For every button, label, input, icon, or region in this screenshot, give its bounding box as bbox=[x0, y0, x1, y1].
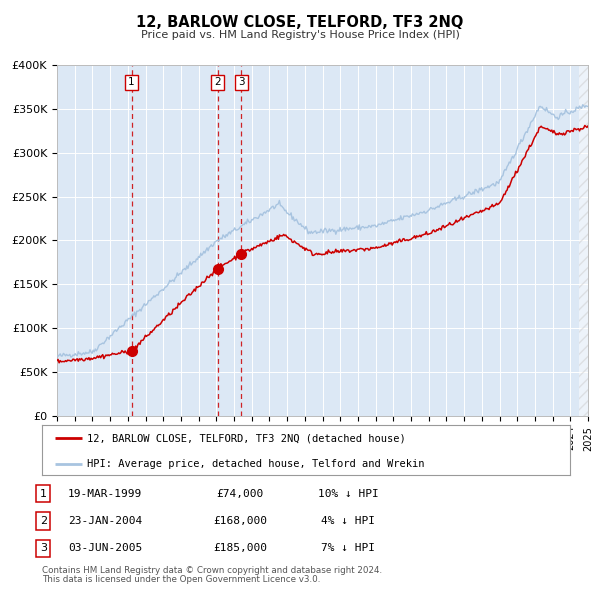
Text: Contains HM Land Registry data © Crown copyright and database right 2024.: Contains HM Land Registry data © Crown c… bbox=[42, 566, 382, 575]
Text: 03-JUN-2005: 03-JUN-2005 bbox=[68, 543, 142, 553]
Text: 2: 2 bbox=[214, 77, 221, 87]
Text: 10% ↓ HPI: 10% ↓ HPI bbox=[317, 489, 379, 499]
Text: 1: 1 bbox=[128, 77, 135, 87]
Text: £168,000: £168,000 bbox=[213, 516, 267, 526]
Text: £74,000: £74,000 bbox=[217, 489, 263, 499]
Text: This data is licensed under the Open Government Licence v3.0.: This data is licensed under the Open Gov… bbox=[42, 575, 320, 584]
Bar bbox=[579, 65, 588, 416]
Text: 2: 2 bbox=[40, 516, 47, 526]
Text: HPI: Average price, detached house, Telford and Wrekin: HPI: Average price, detached house, Telf… bbox=[87, 459, 424, 469]
Text: 1: 1 bbox=[40, 489, 47, 499]
Text: 7% ↓ HPI: 7% ↓ HPI bbox=[321, 543, 375, 553]
Text: 12, BARLOW CLOSE, TELFORD, TF3 2NQ (detached house): 12, BARLOW CLOSE, TELFORD, TF3 2NQ (deta… bbox=[87, 433, 406, 443]
Text: £185,000: £185,000 bbox=[213, 543, 267, 553]
Text: 4% ↓ HPI: 4% ↓ HPI bbox=[321, 516, 375, 526]
Text: 19-MAR-1999: 19-MAR-1999 bbox=[68, 489, 142, 499]
Text: 3: 3 bbox=[40, 543, 47, 553]
Text: 12, BARLOW CLOSE, TELFORD, TF3 2NQ: 12, BARLOW CLOSE, TELFORD, TF3 2NQ bbox=[136, 15, 464, 30]
Text: 3: 3 bbox=[238, 77, 245, 87]
Text: Price paid vs. HM Land Registry's House Price Index (HPI): Price paid vs. HM Land Registry's House … bbox=[140, 30, 460, 40]
Text: 23-JAN-2004: 23-JAN-2004 bbox=[68, 516, 142, 526]
